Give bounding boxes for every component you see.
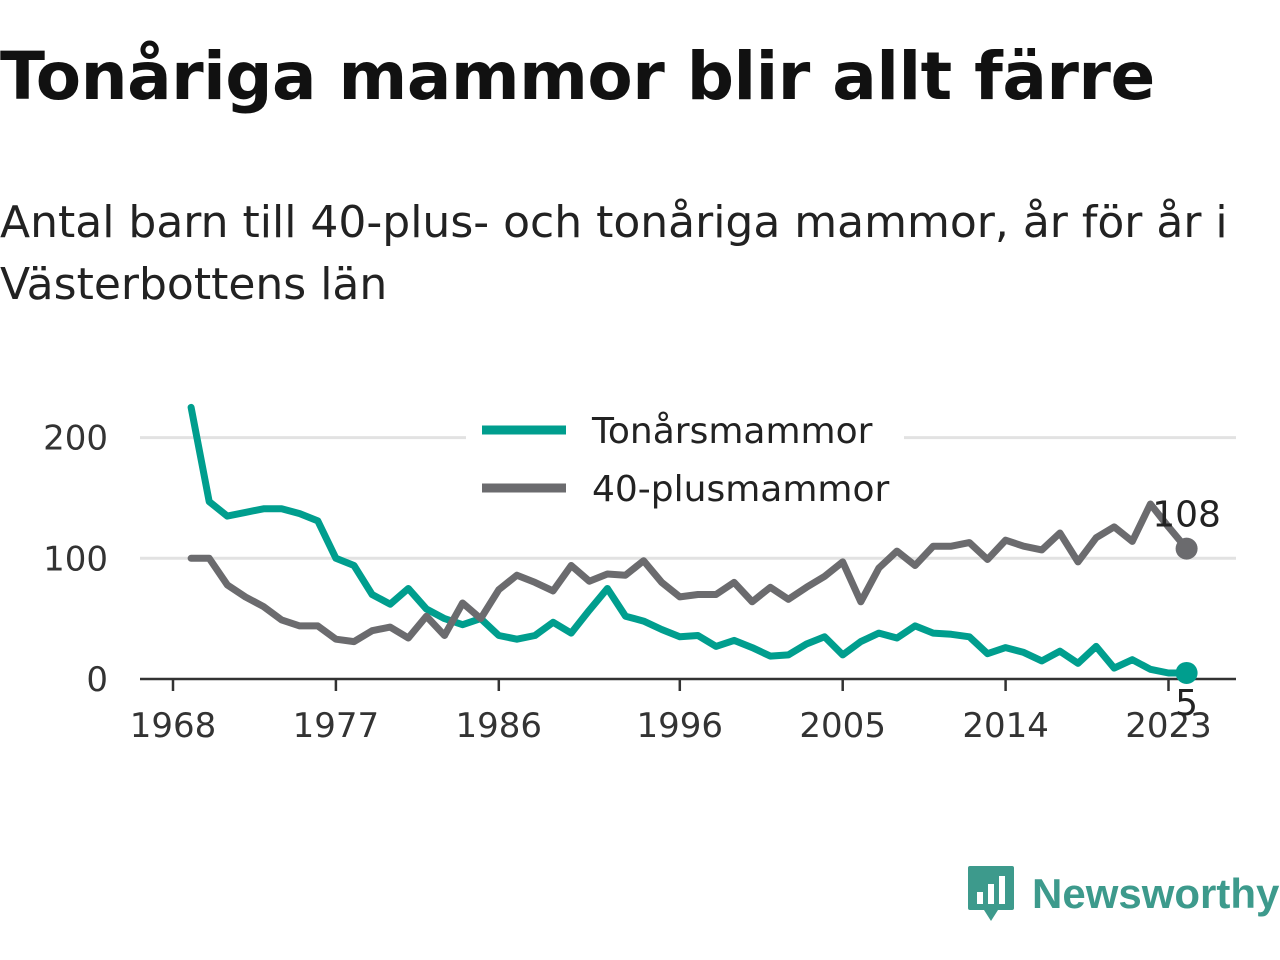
x-tick-label-1996: 1996 [637, 706, 724, 746]
brand-name: Newsworthy [1032, 870, 1280, 917]
y-tick-label-0: 0 [86, 660, 108, 700]
series-end-dot-1 [1175, 661, 1198, 684]
legend-label-2: 40-plusmammor [592, 469, 890, 510]
newsworthy-logo-icon [968, 866, 1014, 921]
x-axis: 1968 1977 1986 1996 2005 2014 2023 [130, 677, 1236, 746]
y-axis-ticks: 0 100 200 [43, 419, 108, 700]
x-tick-label-2005: 2005 [799, 706, 886, 746]
series-lines [187, 403, 1198, 684]
y-tick-label-200: 200 [43, 419, 108, 459]
end-value-label-1: 5 [1175, 683, 1198, 724]
chart-subtitle: Antal barn till 40-plus- och tonåriga ma… [0, 197, 1228, 310]
legend-label-1: Tonårsmammor [591, 411, 873, 452]
x-tick-label-2014: 2014 [962, 706, 1049, 746]
x-tick-label-1968: 1968 [130, 706, 217, 746]
x-tick-label-2023: 2023 [1125, 706, 1212, 746]
end-labels: 5 108 [1152, 495, 1221, 724]
y-tick-label-100: 100 [43, 539, 108, 579]
brand-logo[interactable]: Newsworthy [966, 862, 1279, 926]
legend-background [466, 404, 904, 522]
legend: Tonårsmammor 40-plusmammor [466, 404, 904, 522]
line-chart: 0 100 200 1968 1977 1986 1996 2005 2014 2023 Ton… [43, 403, 1236, 746]
x-tick-label-1986: 1986 [456, 706, 543, 746]
series-line-1 [187, 403, 1191, 677]
x-tick-label-1977: 1977 [293, 706, 380, 746]
end-value-label-2: 108 [1152, 495, 1221, 536]
chart-title: Tonåriga mammor blir allt färre [0, 38, 1155, 115]
series-end-dot-2 [1175, 537, 1198, 560]
series-line-2 [187, 500, 1191, 646]
